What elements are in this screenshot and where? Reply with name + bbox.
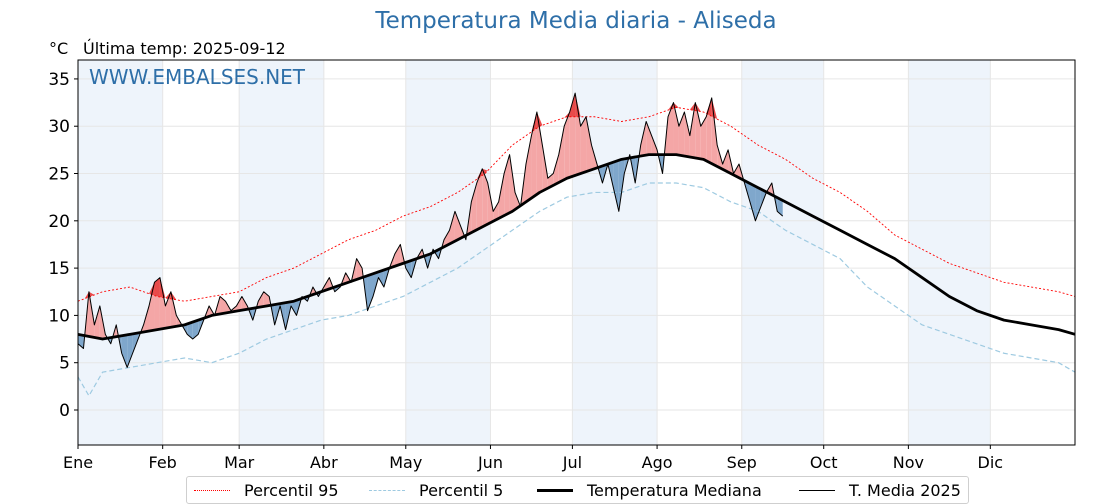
x-tick-label: May [389,453,422,472]
y-tick-label: 20 [48,212,70,232]
x-tick-label: Abr [310,453,338,472]
x-tick-label: Feb [149,453,177,472]
x-tick-label: Jul [562,453,582,472]
x-tick-label: Mar [224,453,255,472]
above-median-fill [673,103,678,156]
y-tick-label: 5 [59,354,70,374]
x-tick-label: Ene [63,453,93,472]
legend-label-p95: Percentil 95 [244,481,339,500]
x-tick-label: Jun [477,453,503,472]
month-band [239,60,324,445]
y-tick-label: 30 [48,117,70,137]
legend-label-current: T. Media 2025 [849,481,961,500]
y-tick-label: 15 [48,259,70,279]
legend-item-p5: Percentil 5 [369,479,503,501]
above-median-fill [564,112,569,180]
month-band [78,60,163,445]
watermark: WWW.EMBALSES.NET [89,65,305,89]
above-median-fill [684,112,689,157]
y-tick-label: 0 [59,401,70,421]
month-band [406,60,491,445]
y-tick-label: 35 [48,70,70,90]
y-tick-label: 10 [48,306,70,326]
legend-label-p5: Percentil 5 [419,481,503,500]
legend-swatch-median [537,489,573,492]
legend-swatch-p95 [194,490,230,491]
y-tick-label: 25 [48,165,70,185]
above-median-fill [357,259,362,280]
month-band [908,60,990,445]
legend-item-current: T. Media 2025 [799,479,961,501]
above-median-fill [526,136,531,202]
below-median-fill [368,274,373,311]
x-tick-label: Nov [893,453,924,472]
legend-label-median: Temperatura Mediana [587,481,762,500]
month-band [742,60,824,445]
above-median-fill [395,244,400,266]
x-tick-label: Sep [727,453,757,472]
legend-item-p95: Percentil 95 [194,479,339,501]
x-tick-label: Oct [810,453,838,472]
legend-item-median: Temperatura Mediana [537,479,762,501]
x-tick-label: Dic [978,453,1004,472]
legend-swatch-p5 [369,490,405,491]
above-median-fill [559,126,564,182]
x-tick-label: Ago [642,453,673,472]
above-median-fill [701,117,706,161]
legend-swatch-current [799,490,835,491]
